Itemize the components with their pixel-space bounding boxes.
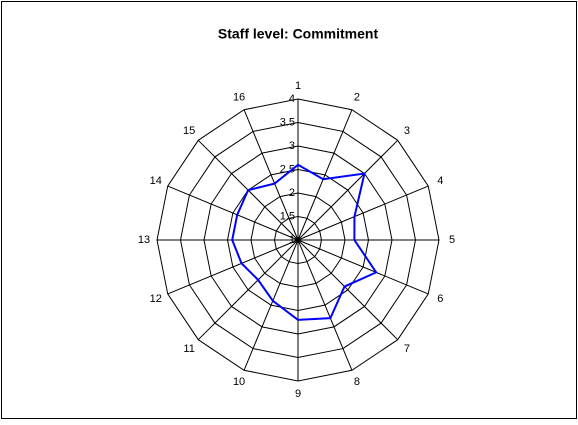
category-label: 16 — [233, 92, 245, 104]
r-tick-label: 2.5 — [280, 163, 295, 175]
spoke — [243, 109, 299, 241]
chart-title: Staff level: Commitment — [218, 26, 379, 42]
r-tick-label: 2 — [289, 187, 295, 199]
category-label: 13 — [138, 234, 150, 246]
spoke — [297, 239, 429, 295]
category-label: 4 — [437, 175, 443, 187]
category-label: 10 — [233, 376, 245, 388]
r-tick-label: 3.5 — [280, 116, 295, 128]
spoke — [167, 239, 299, 295]
category-label: 3 — [404, 125, 410, 137]
category-label: 7 — [404, 343, 410, 355]
spoke — [297, 239, 353, 371]
spoke — [297, 109, 353, 241]
spoke — [297, 139, 399, 241]
data-line — [231, 163, 378, 321]
r-tick-label: 4 — [289, 93, 295, 105]
category-label: 6 — [437, 293, 443, 305]
category-label: 9 — [295, 388, 301, 400]
r-tick-label: 1.5 — [280, 210, 295, 222]
spoke — [243, 239, 299, 371]
category-label: 2 — [354, 92, 360, 104]
category-label: 11 — [183, 343, 194, 355]
category-label: 5 — [449, 234, 455, 246]
spoke — [297, 239, 399, 341]
r-tick-label: 3 — [289, 140, 295, 152]
category-label: 15 — [183, 125, 195, 137]
category-label: 12 — [150, 293, 162, 305]
spoke — [197, 239, 299, 341]
spoke — [167, 185, 299, 241]
category-label: 8 — [354, 376, 360, 388]
category-label: 14 — [150, 175, 162, 187]
category-label: 1 — [295, 80, 301, 92]
spoke — [297, 185, 429, 241]
r-tick-label: 1 — [289, 234, 295, 246]
